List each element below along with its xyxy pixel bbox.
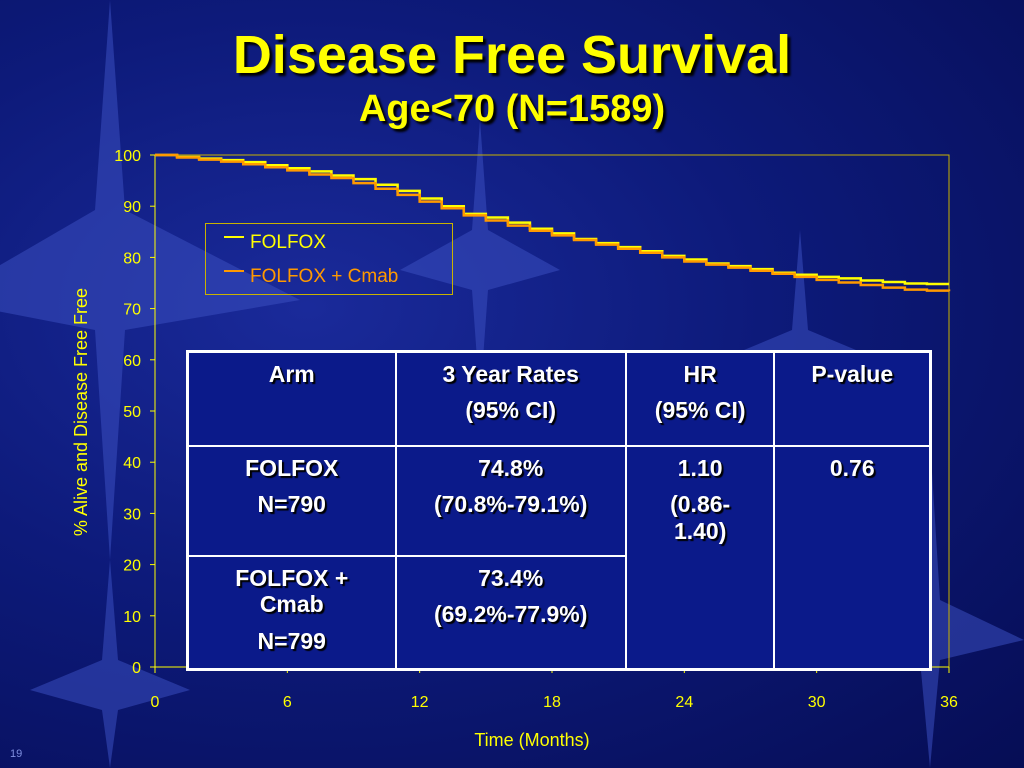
hr-ci-low: (0.86- [670,491,731,518]
y-tick-label: 20 [123,558,141,575]
legend-item-folfox: FOLFOX [224,232,326,254]
pvalue-cell: 0.76 [773,445,932,671]
header-pvalue-label: P-value [811,361,894,387]
series-line-folfox-cmab [155,153,951,292]
row1-rate-ci: (70.8%-79.1%) [433,491,588,518]
y-tick-label: 70 [123,302,141,319]
header-rates-label: 3 Year Rates [442,361,579,387]
legend-item-folfox-cmab: FOLFOX + Cmab [224,266,398,288]
row2-rate-ci: (69.2%-77.9%) [433,601,588,628]
y-tick-label: 90 [123,199,141,216]
hr-value: 1.10 [677,455,723,481]
y-tick-label: 0 [132,660,141,677]
row2-arm-n: N=799 [257,627,326,654]
header-arm: Arm [186,350,397,447]
legend-label-folfox: FOLFOX [250,232,327,253]
table-row: FOLFOX N=790 74.8% (70.8%-79.1%) 1.10 (0… [186,445,932,671]
pvalue-value: 0.76 [829,455,875,481]
row1-arm: FOLFOX N=790 [186,445,397,557]
row2-arm: FOLFOX + Cmab N=799 [186,555,397,671]
header-rates: 3 Year Rates (95% CI) [394,350,627,447]
y-tick-label: 30 [123,506,141,523]
y-tick-label: 10 [123,609,141,626]
row1-rate-value: 74.8% [478,455,544,481]
chart-legend: FOLFOX FOLFOX + Cmab [205,223,453,295]
results-table: Arm 3 Year Rates (95% CI) HR (95% CI) P-… [186,350,932,672]
y-tick-label: 100 [114,148,141,165]
legend-swatch-folfox-cmab [224,270,244,272]
row1-arm-name: FOLFOX [245,455,339,481]
hr-ci-high: 1.40) [673,517,727,544]
legend-swatch-folfox [224,236,244,238]
header-pvalue: P-value [773,350,932,447]
table-row: FOLFOX + Cmab N=799 73.4% (69.2%-77.9%) [186,555,931,671]
y-tick-label: 40 [123,455,141,472]
row1-arm-n: N=790 [257,491,326,518]
y-axis-title: % Alive and Disease Free Free [71,288,91,536]
header-hr-ci: (95% CI) [654,397,746,424]
y-tick-label: 50 [123,404,141,421]
hr-cell: 1.10 (0.86- 1.40) [624,445,776,671]
header-rates-ci: (95% CI) [465,397,557,424]
row2-rate-value: 73.4% [478,565,544,591]
x-tick-label: 0 [151,694,160,711]
y-tick-label: 60 [123,353,141,370]
x-tick-label: 24 [675,694,693,711]
y-tick-label: 80 [123,250,141,267]
row2-arm-name-2: Cmab [259,591,324,618]
header-hr-label: HR [683,361,717,387]
x-tick-label: 6 [283,694,292,711]
slide-title: Disease Free Survival [232,25,792,85]
x-tick-label: 30 [808,694,826,711]
row2-arm-name-1: FOLFOX + [235,565,349,591]
x-axis-title: Time (Months) [474,730,589,750]
x-tick-label: 18 [543,694,561,711]
x-tick-label: 12 [411,694,429,711]
legend-label-folfox-cmab: FOLFOX + Cmab [250,266,399,287]
header-hr: HR (95% CI) [624,350,776,447]
row2-rate: 73.4% (69.2%-77.9%) [394,555,627,671]
slide-number: 19 [10,748,23,760]
slide-subtitle: Age<70 (N=1589) [358,88,666,130]
header-arm-label: Arm [268,361,315,387]
x-tick-label: 36 [940,694,958,711]
table-header-row: Arm 3 Year Rates (95% CI) HR (95% CI) P-… [186,350,932,447]
row1-rate: 74.8% (70.8%-79.1%) [394,445,627,557]
